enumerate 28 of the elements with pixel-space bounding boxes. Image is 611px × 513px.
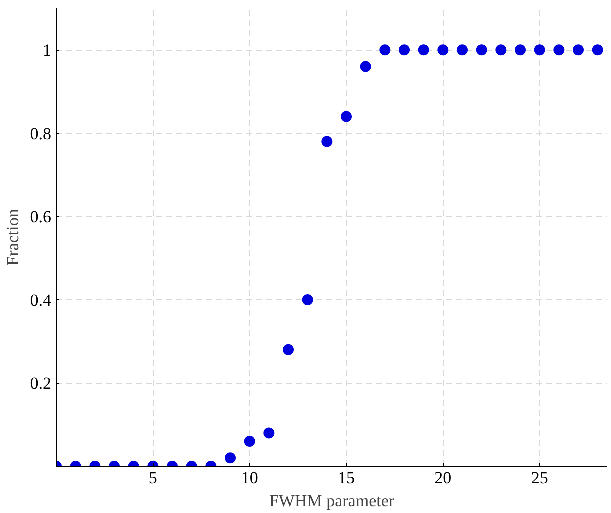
point (341, 111, 352, 122)
point (457, 44, 468, 56)
y-tick-label: 0.6 (30, 208, 52, 227)
point (302, 294, 314, 306)
point (476, 44, 488, 56)
y-tick-label: 1 (43, 41, 52, 60)
y-axis-title: Fraction (3, 208, 22, 266)
x-tick-label: 10 (241, 468, 258, 488)
point (554, 44, 565, 56)
x-tick-label: 5 (148, 468, 158, 488)
point (399, 44, 410, 56)
x-tick-label: 25 (531, 468, 548, 488)
x-axis-title: FWHM parameter (269, 492, 395, 510)
y-tick-label: 0.2 (30, 374, 52, 394)
point (380, 44, 391, 56)
point (322, 136, 333, 148)
point (592, 44, 604, 56)
point (496, 44, 507, 56)
point (438, 44, 449, 56)
y-tick-label: 0.8 (30, 124, 52, 144)
point (534, 44, 546, 56)
point (418, 44, 430, 56)
point (360, 61, 372, 72)
x-tick-label: 15 (338, 468, 355, 488)
y-tick-label: 0.4 (30, 290, 52, 310)
point (515, 44, 526, 56)
x-tick-label: 20 (434, 468, 452, 488)
point (573, 44, 584, 56)
